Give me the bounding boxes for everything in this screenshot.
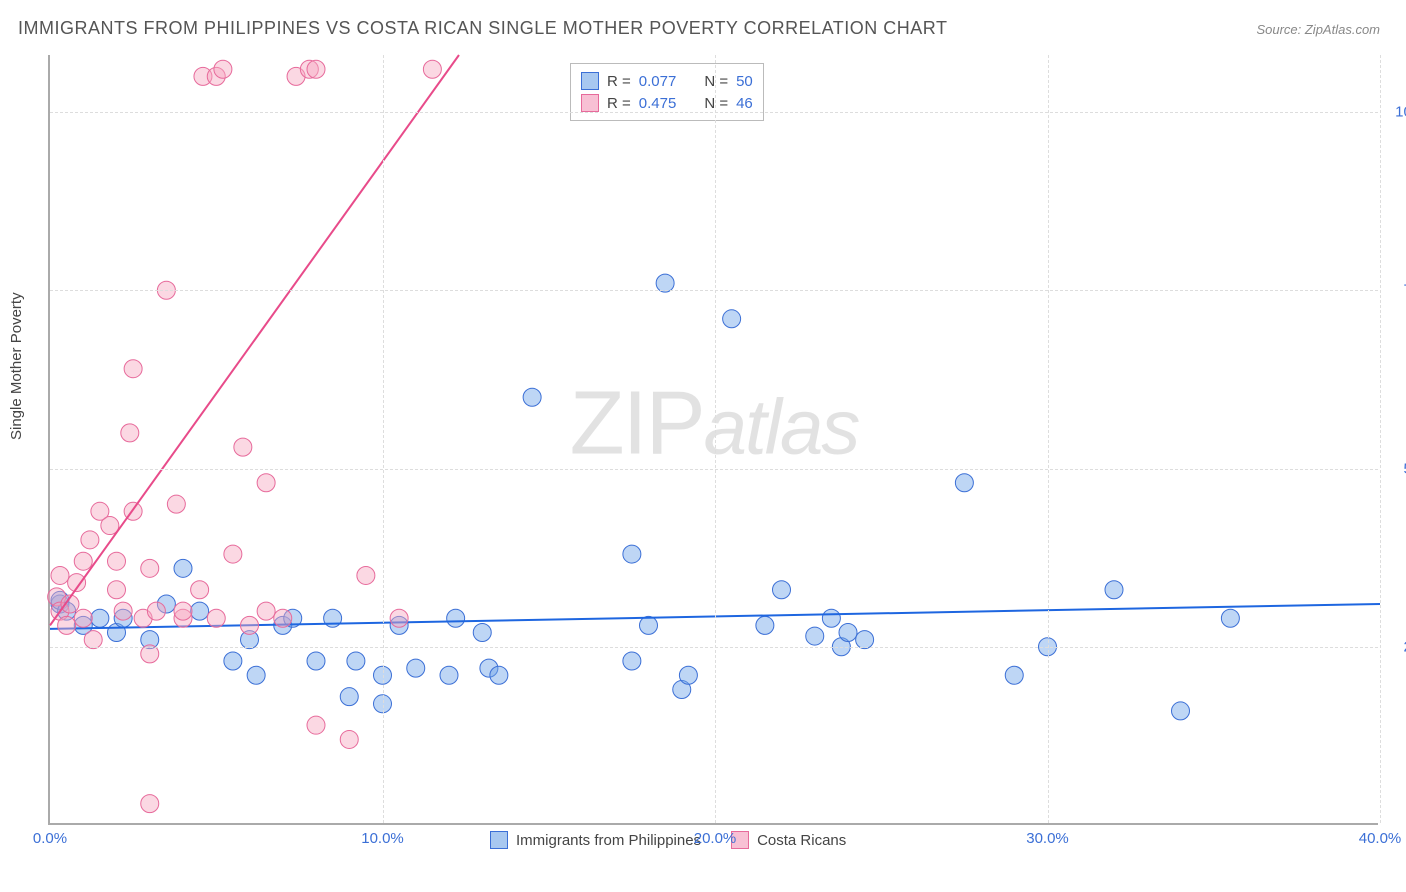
data-point	[773, 581, 791, 599]
data-point	[224, 652, 242, 670]
data-point	[640, 616, 658, 634]
data-point	[91, 609, 109, 627]
data-point	[407, 659, 425, 677]
data-point	[723, 310, 741, 328]
legend-swatch-2	[581, 94, 599, 112]
data-point	[1221, 609, 1239, 627]
r-label-1: R =	[607, 73, 631, 90]
data-point	[1105, 581, 1123, 599]
data-point	[822, 609, 840, 627]
data-point	[58, 616, 76, 634]
n-label-1: N =	[704, 73, 728, 90]
legend-swatch-bottom-1	[490, 831, 508, 849]
x-tick-label: 0.0%	[33, 830, 67, 847]
data-point	[247, 666, 265, 684]
legend-row-series-2: R = 0.475 N = 46	[581, 92, 753, 114]
y-axis-label: Single Mother Poverty	[8, 292, 25, 440]
n-value-1: 50	[736, 73, 753, 90]
data-point	[274, 609, 292, 627]
chart-title: IMMIGRANTS FROM PHILIPPINES VS COSTA RIC…	[18, 18, 947, 39]
legend-item-2: Costa Ricans	[731, 831, 846, 849]
data-point	[623, 652, 641, 670]
data-point	[241, 616, 259, 634]
legend-row-series-1: R = 0.077 N = 50	[581, 70, 753, 92]
data-point	[108, 581, 126, 599]
data-point	[121, 424, 139, 442]
data-point	[74, 552, 92, 570]
x-tick-label: 10.0%	[361, 830, 404, 847]
r-value-2: 0.475	[639, 95, 677, 112]
data-point	[74, 609, 92, 627]
data-point	[1172, 702, 1190, 720]
y-tick-label: 100.0%	[1386, 104, 1406, 121]
data-point	[347, 652, 365, 670]
data-point	[423, 60, 441, 78]
data-point	[340, 730, 358, 748]
n-label-2: N =	[704, 95, 728, 112]
data-point	[523, 388, 541, 406]
data-point	[141, 559, 159, 577]
data-point	[147, 602, 165, 620]
data-point	[257, 474, 275, 492]
series-legend: Immigrants from Philippines Costa Ricans	[490, 831, 846, 849]
y-tick-label: 25.0%	[1386, 638, 1406, 655]
y-tick-label: 50.0%	[1386, 460, 1406, 477]
data-point	[124, 360, 142, 378]
x-tick-label: 30.0%	[1026, 830, 1069, 847]
data-point	[307, 60, 325, 78]
data-point	[257, 602, 275, 620]
data-point	[307, 716, 325, 734]
data-point	[806, 627, 824, 645]
data-point	[224, 545, 242, 563]
data-point	[207, 609, 225, 627]
data-point	[390, 609, 408, 627]
data-point	[174, 602, 192, 620]
data-point	[167, 495, 185, 513]
legend-item-1: Immigrants from Philippines	[490, 831, 701, 849]
legend-label-2: Costa Ricans	[757, 832, 846, 849]
data-point	[174, 559, 192, 577]
r-label-2: R =	[607, 95, 631, 112]
data-point	[81, 531, 99, 549]
data-point	[108, 552, 126, 570]
data-point	[447, 609, 465, 627]
y-tick-label: 75.0%	[1386, 282, 1406, 299]
chart-plot-area: ZIPatlas R = 0.077 N = 50 R = 0.475 N = …	[48, 55, 1378, 825]
data-point	[340, 688, 358, 706]
x-tick-label: 40.0%	[1359, 830, 1402, 847]
data-point	[679, 666, 697, 684]
source-attribution: Source: ZipAtlas.com	[1256, 22, 1380, 37]
legend-label-1: Immigrants from Philippines	[516, 832, 701, 849]
data-point	[114, 602, 132, 620]
data-point	[839, 624, 857, 642]
data-point	[490, 666, 508, 684]
data-point	[756, 616, 774, 634]
scatter-svg	[50, 55, 1378, 823]
n-value-2: 46	[736, 95, 753, 112]
trend-line	[50, 55, 459, 625]
data-point	[191, 602, 209, 620]
data-point	[191, 581, 209, 599]
data-point	[214, 60, 232, 78]
data-point	[440, 666, 458, 684]
data-point	[141, 795, 159, 813]
x-tick-label: 20.0%	[694, 830, 737, 847]
data-point	[307, 652, 325, 670]
data-point	[357, 566, 375, 584]
data-point	[234, 438, 252, 456]
data-point	[51, 566, 69, 584]
data-point	[1005, 666, 1023, 684]
data-point	[623, 545, 641, 563]
data-point	[955, 474, 973, 492]
data-point	[473, 624, 491, 642]
r-value-1: 0.077	[639, 73, 677, 90]
legend-swatch-1	[581, 72, 599, 90]
